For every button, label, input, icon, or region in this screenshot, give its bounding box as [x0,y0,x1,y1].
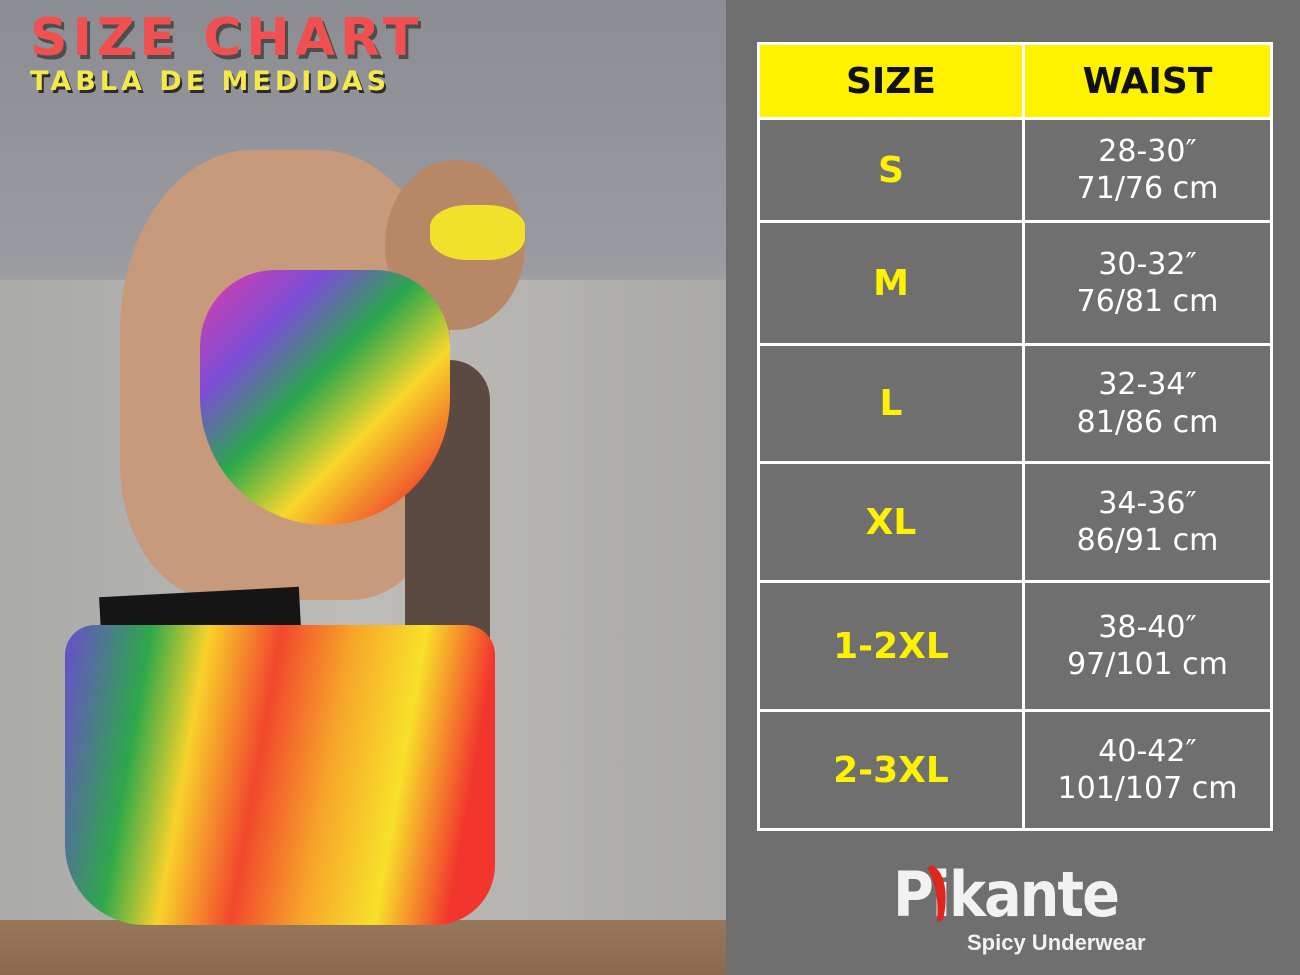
waist-cell: 30-32″ 76/81 cm [1022,220,1273,346]
chili-pepper-icon [927,865,946,922]
waist-cm: 76/81 cm [1076,284,1219,319]
size-cell: S [757,117,1025,223]
waist-cell: 34-36″ 86/91 cm [1022,461,1273,583]
waist-inches: 40-42″ [1098,733,1197,769]
size-cell: L [757,343,1025,464]
table-row: S 28-30″ 71/76 cm [757,117,1273,223]
waist-cm: 86/91 cm [1076,523,1219,558]
table-header: SIZE WAIST [757,42,1273,120]
rainbow-top [200,270,450,525]
waist-inches: 30-32″ [1098,246,1197,282]
size-cell: 1-2XL [757,580,1025,712]
table-row: M 30-32″ 76/81 cm [757,220,1273,346]
table-row: 1-2XL 38-40″ 97/101 cm [757,580,1273,712]
waist-inches: 28-30″ [1098,133,1197,169]
waist-inches: 34-36″ [1098,485,1197,521]
waist-cm: 81/86 cm [1076,404,1219,440]
table-row: XL 34-36″ 86/91 cm [757,461,1273,583]
waist-cell: 32-34″ 81/86 cm [1022,343,1273,464]
title: SIZE CHART [30,8,424,68]
subtitle: TABLA DE MEDIDAS [30,66,391,97]
table-row: 2-3XL 40-42″ 101/107 cm [757,709,1273,831]
waist-inches: 38-40″ [1098,609,1197,645]
brand-tagline: Spicy Underwear [967,930,1146,955]
size-cell: 2-3XL [757,709,1025,831]
waist-cm: 97/101 cm [1067,647,1228,682]
waist-cell: 28-30″ 71/76 cm [1022,117,1273,223]
column-header-size: SIZE [757,42,1025,120]
rainbow-leggings [65,625,495,925]
size-table: SIZE WAIST S 28-30″ 71/76 cm M 30-32″ 76/8… [757,42,1273,831]
waist-cm: 71/76 cm [1076,171,1219,206]
waist-cell: 38-40″ 97/101 cm [1022,580,1273,712]
size-cell: M [757,220,1025,346]
column-header-waist: WAIST [1022,42,1273,120]
waist-cm: 101/107 cm [1057,771,1238,806]
brand-logo: Pikante Spicy Underwear [893,850,1153,965]
model-photo: SIZE CHART TABLA DE MEDIDAS [0,0,726,975]
waist-cell: 40-42″ 101/107 cm [1022,709,1273,831]
size-cell: XL [757,461,1025,583]
sunglasses [430,205,525,260]
waist-inches: 32-34″ [1098,367,1197,402]
table-row: L 32-34″ 81/86 cm [757,343,1273,464]
